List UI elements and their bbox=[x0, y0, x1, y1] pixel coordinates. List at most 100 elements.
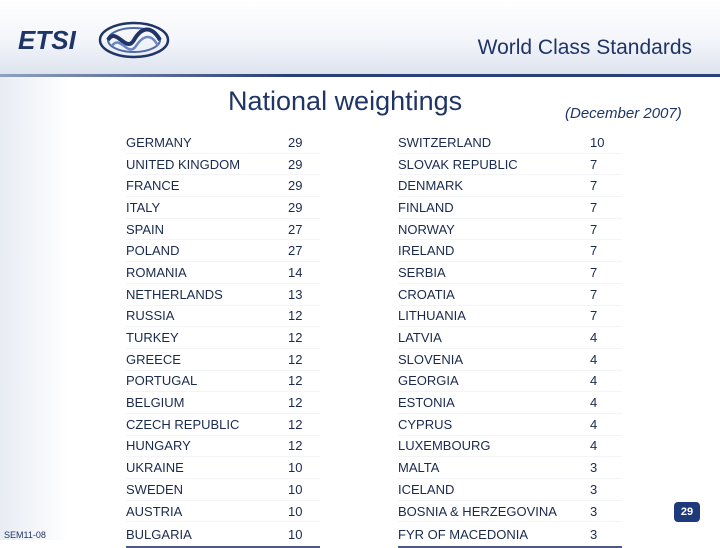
table-row: SWEDEN 10 bbox=[126, 478, 320, 501]
country-name: GERMANY bbox=[126, 132, 288, 154]
country-weight: 7 bbox=[590, 196, 622, 219]
country-name: HUNGARY bbox=[126, 435, 288, 458]
country-name: FRANCE bbox=[126, 174, 288, 198]
country-name: LATVIA bbox=[398, 326, 590, 349]
country-name: CYPRUS bbox=[398, 413, 590, 436]
country-name: UKRAINE bbox=[126, 456, 288, 479]
country-name: SPAIN bbox=[126, 218, 288, 241]
country-weight: 4 bbox=[590, 391, 622, 414]
country-weight: 3 bbox=[590, 521, 622, 548]
country-name: ROMANIA bbox=[126, 261, 288, 284]
country-weight: 7 bbox=[590, 153, 622, 176]
table-row: SLOVENIA 4 bbox=[398, 348, 622, 371]
table-row: LITHUANIA 7 bbox=[398, 305, 622, 328]
country-name: NORWAY bbox=[398, 218, 590, 241]
table-row: CROATIA 7 bbox=[398, 283, 622, 306]
country-weight: 14 bbox=[288, 261, 320, 284]
country-weight: 7 bbox=[590, 218, 622, 241]
table-row: GEORGIA 4 bbox=[398, 370, 622, 393]
tagline: World Class Standards bbox=[477, 36, 692, 59]
page-number-badge: 29 bbox=[674, 502, 700, 522]
country-name: SLOVENIA bbox=[398, 348, 590, 371]
country-name: SLOVAK REPUBLIC bbox=[398, 153, 590, 176]
country-name: GREECE bbox=[126, 348, 288, 371]
table-row: PORTUGAL 12 bbox=[126, 370, 320, 393]
country-weight: 12 bbox=[288, 370, 320, 393]
country-name: FINLAND bbox=[398, 196, 590, 219]
country-name: UNITED KINGDOM bbox=[126, 153, 288, 176]
country-weight: 12 bbox=[288, 435, 320, 458]
country-weight: 7 bbox=[590, 174, 622, 198]
country-weight: 12 bbox=[288, 391, 320, 414]
country-name: PORTUGAL bbox=[126, 370, 288, 393]
country-name: DENMARK bbox=[398, 174, 590, 198]
table-row: IRELAND 7 bbox=[398, 239, 622, 263]
country-weight: 4 bbox=[590, 326, 622, 349]
table-row: SERBIA 7 bbox=[398, 261, 622, 284]
country-weight: 4 bbox=[590, 370, 622, 393]
slide-code: SEM11-08 bbox=[4, 530, 46, 540]
country-weight: 12 bbox=[288, 348, 320, 371]
table-row: ITALY 29 bbox=[126, 196, 320, 219]
country-name: LITHUANIA bbox=[398, 305, 590, 328]
country-name: POLAND bbox=[126, 239, 288, 263]
table-row: FINLAND 7 bbox=[398, 196, 622, 219]
table-row: HUNGARY 12 bbox=[126, 435, 320, 458]
country-weight: 12 bbox=[288, 413, 320, 436]
table-row: DENMARK 7 bbox=[398, 174, 622, 198]
country-weight: 29 bbox=[288, 153, 320, 176]
table-row: SPAIN 27 bbox=[126, 218, 320, 241]
table-row: FYR OF MACEDONIA 3 bbox=[398, 521, 622, 548]
table-row: CZECH REPUBLIC 12 bbox=[126, 413, 320, 436]
country-weight: 10 bbox=[590, 132, 622, 154]
table-row: SWITZERLAND 10 bbox=[398, 132, 622, 154]
country-name: ITALY bbox=[126, 196, 288, 219]
country-name: BULGARIA bbox=[126, 521, 288, 548]
country-name: SERBIA bbox=[398, 261, 590, 284]
table-row: UNITED KINGDOM 29 bbox=[126, 153, 320, 176]
country-name: NETHERLANDS bbox=[126, 283, 288, 306]
country-name: RUSSIA bbox=[126, 305, 288, 328]
country-name: SWITZERLAND bbox=[398, 132, 590, 154]
country-weight: 27 bbox=[288, 218, 320, 241]
country-name: CROATIA bbox=[398, 283, 590, 306]
country-weight: 4 bbox=[590, 348, 622, 371]
table-row: LUXEMBOURG 4 bbox=[398, 435, 622, 458]
weightings-table-left: GERMANY 29 UNITED KINGDOM 29 FRANCE 29 ITALY 29… bbox=[126, 132, 320, 548]
table-row: TURKEY 12 bbox=[126, 326, 320, 349]
country-weight: 4 bbox=[590, 435, 622, 458]
country-weight: 10 bbox=[288, 478, 320, 501]
table-row: CYPRUS 4 bbox=[398, 413, 622, 436]
table-row: NORWAY 7 bbox=[398, 218, 622, 241]
table-row: AUSTRIA 10 bbox=[126, 500, 320, 523]
left-side-strip bbox=[0, 77, 70, 540]
header-divider bbox=[0, 74, 720, 77]
country-weight: 7 bbox=[590, 239, 622, 263]
weightings-table-right: SWITZERLAND 10 SLOVAK REPUBLIC 7 DENMARK 7 FIN… bbox=[398, 132, 622, 548]
slide-title: National weightings bbox=[228, 86, 463, 116]
country-name: IRELAND bbox=[398, 239, 590, 263]
country-weight: 29 bbox=[288, 174, 320, 198]
table-row: ESTONIA 4 bbox=[398, 391, 622, 414]
table-row: POLAND 27 bbox=[126, 239, 320, 263]
table-row: MALTA 3 bbox=[398, 456, 622, 479]
country-name: BELGIUM bbox=[126, 391, 288, 414]
country-weight: 3 bbox=[590, 478, 622, 501]
country-weight: 10 bbox=[288, 456, 320, 479]
country-name: GEORGIA bbox=[398, 370, 590, 393]
country-weight: 13 bbox=[288, 283, 320, 306]
table-row: RUSSIA 12 bbox=[126, 305, 320, 328]
country-weight: 29 bbox=[288, 196, 320, 219]
country-weight: 27 bbox=[288, 239, 320, 263]
country-name: MALTA bbox=[398, 456, 590, 479]
country-weight: 7 bbox=[590, 305, 622, 328]
country-weight: 3 bbox=[590, 500, 622, 523]
country-weight: 7 bbox=[590, 261, 622, 284]
country-name: AUSTRIA bbox=[126, 500, 288, 523]
country-name: SWEDEN bbox=[126, 478, 288, 501]
country-weight: 12 bbox=[288, 326, 320, 349]
country-weight: 7 bbox=[590, 283, 622, 306]
table-row: BOSNIA & HERZEGOVINA 3 bbox=[398, 500, 622, 523]
logo-text: ETSI bbox=[18, 25, 77, 55]
table-row: GERMANY 29 bbox=[126, 132, 320, 154]
